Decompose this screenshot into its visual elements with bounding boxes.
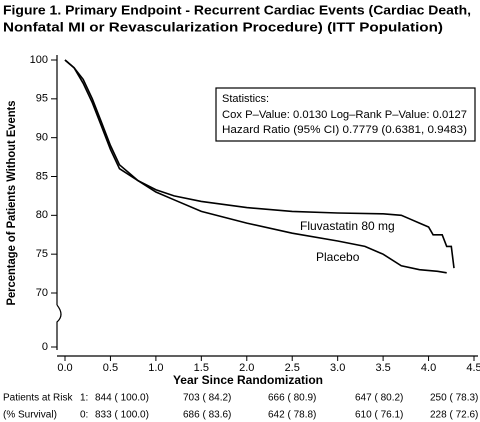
x-tick-label: 4.5 xyxy=(466,362,480,374)
risk-cell: 642 ( 78.8) xyxy=(268,410,316,421)
x-tick-label: 2.5 xyxy=(285,362,300,374)
x-tick-label: 3.5 xyxy=(375,362,390,374)
risk-group: 1: xyxy=(80,393,88,404)
survival-curve xyxy=(64,59,455,269)
x-tick-label: 3.0 xyxy=(330,362,345,374)
chart-title: Figure 1. Primary Endpoint - Recurrent C… xyxy=(3,2,471,17)
series-label: Fluvastatin 80 mg xyxy=(300,219,395,233)
x-axis-label: Year Since Randomization xyxy=(173,373,323,387)
risk-label: Patients at Risk xyxy=(3,393,73,404)
y-tick-label: 85 xyxy=(36,170,48,182)
y-tick-label: 80 xyxy=(36,209,48,221)
x-tick-label: 0.5 xyxy=(103,362,118,374)
risk-cell: 647 ( 80.2) xyxy=(355,393,403,404)
risk-label: (% Survival) xyxy=(3,410,57,421)
y-axis-label: Percentage of Patients Without Events xyxy=(4,100,18,305)
x-tick-label: 4.0 xyxy=(421,362,436,374)
risk-cell: 833 ( 100.0) xyxy=(95,410,149,421)
x-tick-label: 1.5 xyxy=(194,362,209,374)
x-tick-label: 1.0 xyxy=(148,362,163,374)
risk-cell: 686 ( 83.6) xyxy=(183,410,231,421)
chart-title: Nonfatal MI or Revascularization Procedu… xyxy=(3,19,443,34)
statistics-line: Hazard Ratio (95% CI) 0.7779 (0.6381, 0.… xyxy=(222,124,467,136)
y-tick-label: 95 xyxy=(36,93,48,105)
risk-group: 0: xyxy=(80,410,88,421)
x-tick-label: 2.0 xyxy=(239,362,254,374)
risk-cell: 610 ( 76.1) xyxy=(355,410,403,421)
statistics-line: Cox P–Value: 0.0130 Log–Rank P–Value: 0.… xyxy=(222,109,467,121)
risk-cell: 666 ( 80.9) xyxy=(268,393,316,404)
survival-curve xyxy=(64,59,447,274)
risk-cell: 703 ( 84.2) xyxy=(183,393,231,404)
series-label: Placebo xyxy=(316,250,360,264)
risk-cell: 250 ( 78.3) xyxy=(430,393,478,404)
y-tick-label: 70 xyxy=(36,287,48,299)
y-tick-label: 75 xyxy=(36,248,48,260)
y-tick-label: 100 xyxy=(30,54,48,66)
y-tick-label: 0 xyxy=(42,341,48,353)
x-tick-label: 0.0 xyxy=(57,362,72,374)
statistics-box xyxy=(215,87,476,142)
statistics-title: Statistics: xyxy=(222,93,269,105)
axis-break xyxy=(56,304,62,350)
risk-cell: 844 ( 100.0) xyxy=(95,393,149,404)
y-tick-label: 90 xyxy=(36,132,48,144)
risk-cell: 228 ( 72.6) xyxy=(430,410,478,421)
